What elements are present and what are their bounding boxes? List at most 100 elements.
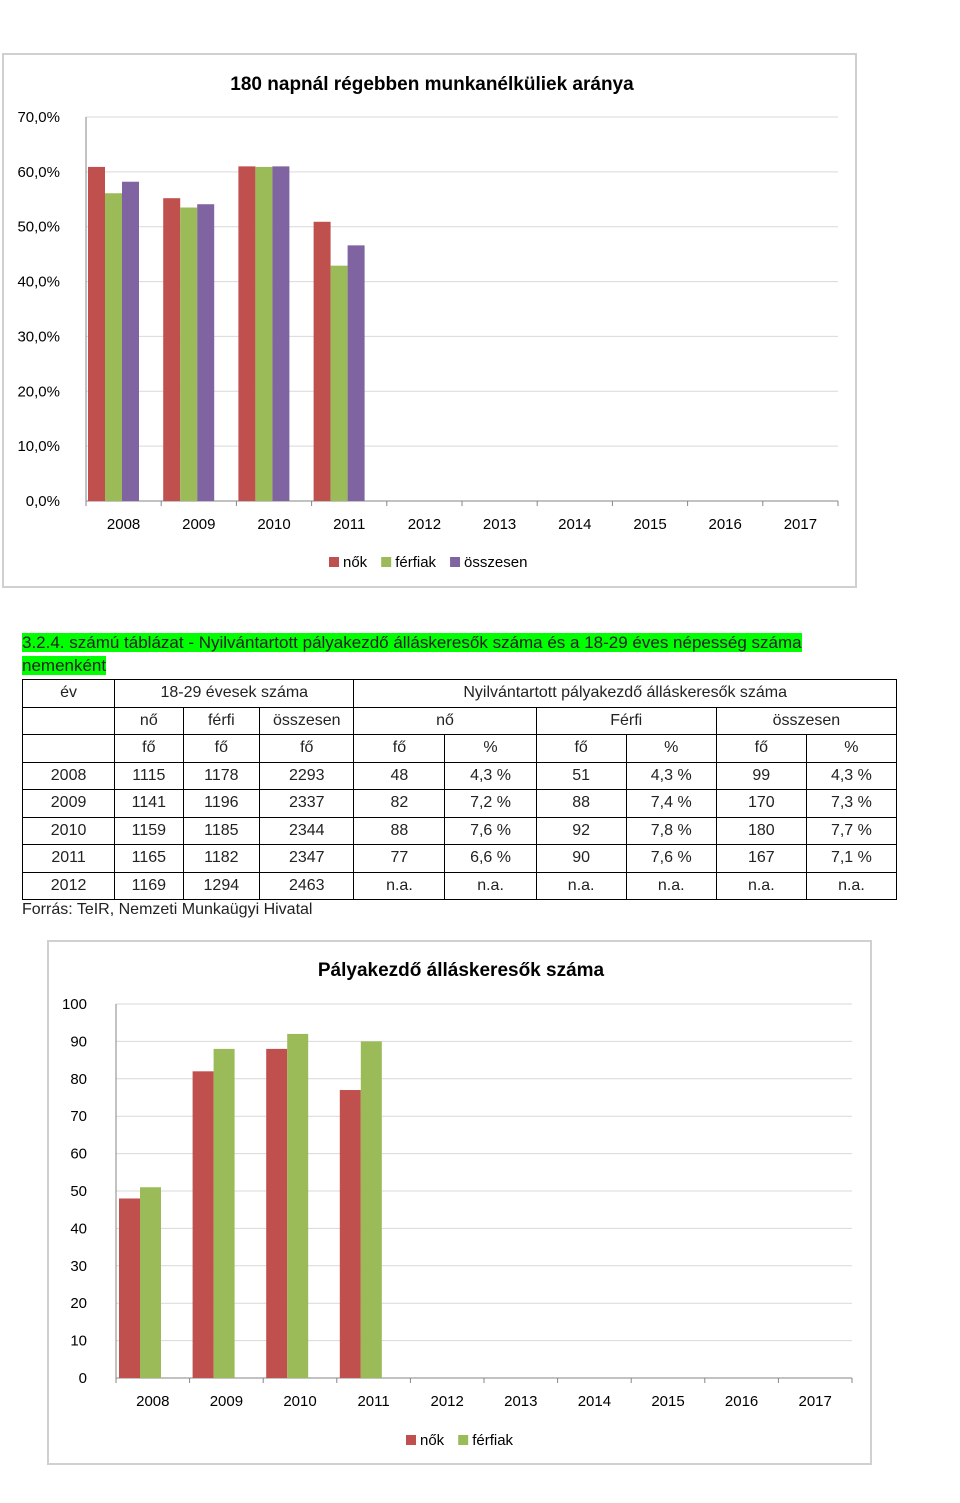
- header-pop-female: nő: [114, 706, 184, 735]
- header-js-female: nő: [353, 706, 537, 735]
- y-tick-label: 10,0%: [17, 438, 60, 455]
- x-tick-label: 2010: [257, 516, 290, 533]
- x-tick-label: 2017: [784, 516, 817, 533]
- table-body: 2008 1115 1178 2293 48 4,3 % 51 4,3 % 99 4,3 % 200…: [21, 761, 898, 900]
- y-tick-label: 40: [70, 1220, 87, 1237]
- unit-cell: fő: [353, 734, 446, 763]
- bar-nok-2008: [88, 166, 105, 502]
- unit-cell: fő: [182, 734, 261, 763]
- y-tick-label: 50: [70, 1183, 87, 1200]
- table-cell: 1185: [182, 816, 261, 845]
- x-tick-label: 2009: [210, 1393, 243, 1410]
- bar-nok-2009: [192, 1071, 214, 1378]
- bar-ferfiak-2008: [105, 193, 122, 501]
- table-cell: 51: [535, 761, 627, 790]
- unit-cell: %: [444, 734, 537, 763]
- bar-nok-2011: [313, 221, 331, 501]
- table-cell: 7,7 %: [805, 816, 898, 845]
- header-jobseekers: Nyilvántartott pályakezdő álláskeresők s…: [353, 679, 897, 708]
- legend-swatch-ferfiak: [458, 1435, 469, 1445]
- chart-career-starter-jobseekers-svg: Pályakezdő álláskeresők száma 0 10 20 30 40 50…: [62, 960, 853, 1449]
- bar-nok-2008: [119, 1198, 140, 1378]
- table-cell: 7,3 %: [805, 789, 898, 818]
- header-js-male: Férfi: [535, 706, 717, 735]
- table-cell: 7,2 %: [444, 789, 537, 818]
- bar-nok-2010: [238, 166, 256, 501]
- table-cell: 1165: [114, 844, 184, 873]
- chart-title: 180 napnál régebben munkanélküliek arány…: [230, 74, 634, 95]
- bar-ferfiak-2008: [140, 1187, 161, 1378]
- bar-ferfiak-2010: [287, 1033, 309, 1378]
- data-table: év 18-29 évesek száma Nyilvántartott pál…: [21, 679, 898, 900]
- table-cell: n.a.: [805, 871, 898, 900]
- x-tick-label: 2014: [578, 1393, 611, 1410]
- legend-swatch-nok: [406, 1435, 416, 1445]
- bar-osszesen-2011: [347, 245, 365, 501]
- table-cell: 7,4 %: [625, 789, 717, 818]
- table-cell: 1196: [182, 789, 261, 818]
- table-cell: n.a.: [715, 871, 807, 900]
- legend-swatch-ferfiak: [381, 557, 392, 567]
- unit-cell: fő: [535, 734, 627, 763]
- legend-swatch-osszesen: [450, 557, 461, 567]
- y-tick-label: 50,0%: [17, 219, 60, 236]
- table-cell: 77: [353, 844, 446, 873]
- y-tick-label: 40,0%: [17, 274, 60, 291]
- legend-label-ferfiak: férfiak: [472, 1432, 513, 1449]
- row-year: 2012: [21, 871, 116, 900]
- table-cell: 170: [715, 789, 807, 818]
- x-tick-label: 2012: [408, 516, 441, 533]
- y-tick-label: 20: [70, 1295, 87, 1312]
- x-tick-label: 2016: [709, 516, 742, 533]
- unit-cell: fő: [114, 734, 184, 763]
- x-tick-label: 2009: [182, 516, 215, 533]
- x-tick-label: 2010: [283, 1393, 316, 1410]
- table-cell: 7,6 %: [625, 844, 717, 873]
- header-js-total: összesen: [715, 706, 898, 735]
- x-tick-label: 2008: [107, 516, 140, 533]
- table-cell: 88: [535, 789, 627, 818]
- x-tick-label: 2011: [357, 1393, 389, 1410]
- y-tick-label: 100: [62, 996, 87, 1013]
- y-tick-label: 0: [79, 1370, 87, 1387]
- x-tick-label: 2013: [483, 516, 516, 533]
- table-cell: 2463: [259, 871, 355, 900]
- table-cell: n.a.: [353, 871, 446, 900]
- table-row: 2009 1141 1196 2337 82 7,2 % 88 7,4 % 170 7,3 %: [21, 789, 898, 818]
- unit-cell: fő: [259, 734, 355, 763]
- bar-osszesen-2010: [272, 166, 290, 501]
- table-cell: n.a.: [535, 871, 627, 900]
- unit-cell: fő: [715, 734, 807, 763]
- table-caption: 3.2.4. számú táblázat - Nyilvántartott p…: [22, 631, 834, 677]
- table-cell: 90: [535, 844, 627, 873]
- y-tick-label: 10: [70, 1333, 87, 1350]
- table-cell: 7,6 %: [444, 816, 537, 845]
- unit-empty: [21, 734, 116, 763]
- unit-cell: %: [625, 734, 717, 763]
- bar-ferfiak-2010: [255, 166, 273, 502]
- row-year: 2010: [21, 816, 116, 845]
- row-year: 2008: [21, 761, 116, 790]
- bar-ferfiak-2011: [330, 265, 348, 501]
- x-tick-label: 2014: [558, 516, 591, 533]
- x-tick-label: 2015: [651, 1393, 684, 1410]
- table-row: 2008 1115 1178 2293 48 4,3 % 51 4,3 % 99 4,3 %: [21, 761, 898, 790]
- table-cell: 2344: [259, 816, 355, 845]
- bar-ferfiak-2009: [180, 207, 198, 501]
- unit-cell: %: [805, 734, 898, 763]
- header-empty: [21, 706, 116, 735]
- table-cell: n.a.: [625, 871, 717, 900]
- table-cell: 180: [715, 816, 807, 845]
- table-cell: 48: [353, 761, 446, 790]
- chart-unemployed-180-days: 180 napnál régebben munkanélküliek arány…: [2, 53, 857, 588]
- bar-nok-2010: [266, 1048, 288, 1378]
- y-tick-label: 70: [70, 1108, 87, 1125]
- row-year: 2011: [21, 844, 116, 873]
- legend-label-nok: nők: [420, 1432, 445, 1449]
- table-cell: 1159: [114, 816, 184, 845]
- table-cell: 1294: [182, 871, 261, 900]
- table-cell: 2293: [259, 761, 355, 790]
- table-cell: 6,6 %: [444, 844, 537, 873]
- header-population: 18-29 évesek száma: [114, 679, 355, 708]
- x-tick-label: 2013: [504, 1393, 537, 1410]
